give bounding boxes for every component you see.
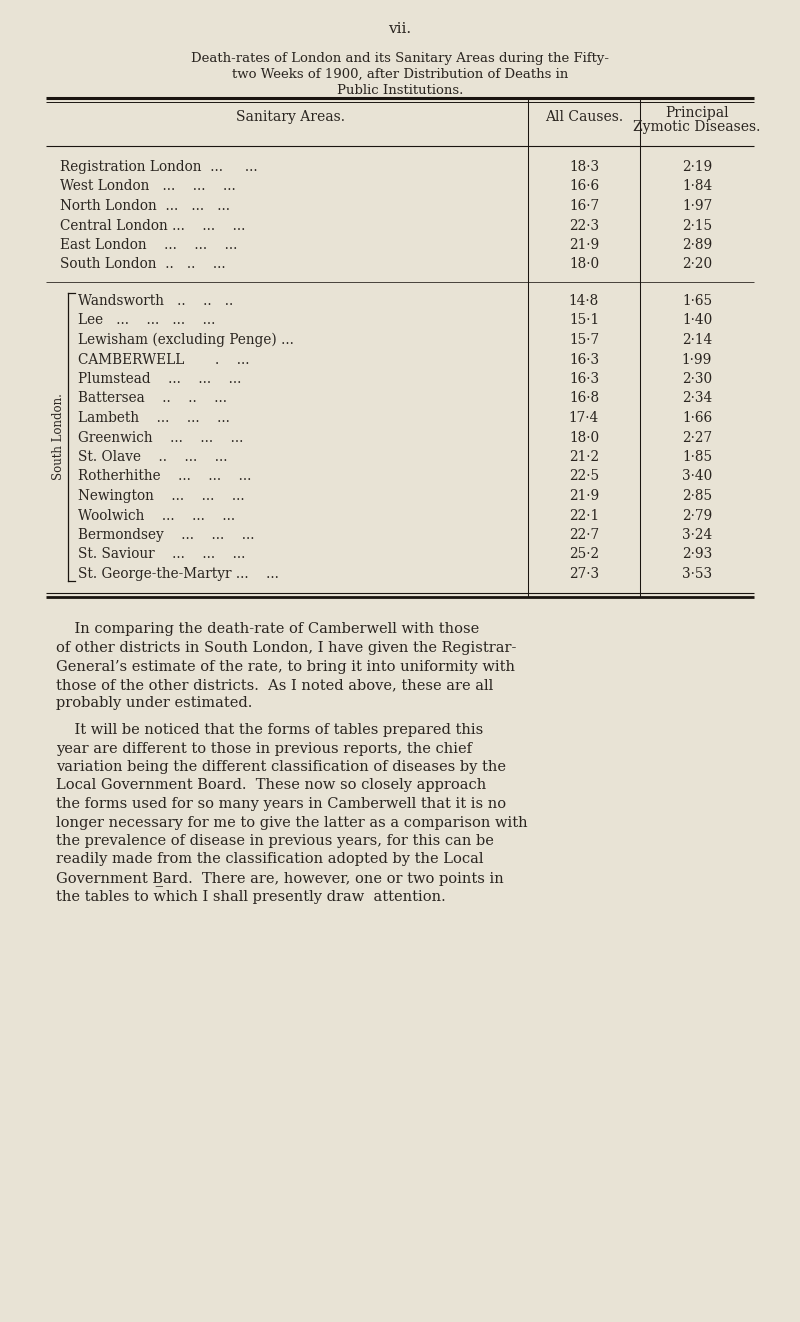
Text: East London    ...    ...    ...: East London ... ... ...	[60, 238, 238, 253]
Text: the prevalence of disease in previous years, for this can be: the prevalence of disease in previous ye…	[56, 834, 494, 847]
Text: Lewisham (excluding Penge) ...: Lewisham (excluding Penge) ...	[78, 333, 294, 348]
Text: 3·40: 3·40	[682, 469, 712, 484]
Text: 3·53: 3·53	[682, 567, 712, 580]
Text: St. Saviour    ...    ...    ...: St. Saviour ... ... ...	[78, 547, 246, 562]
Text: North London  ...   ...   ...: North London ... ... ...	[60, 200, 230, 213]
Text: those of the other districts.  As I noted above, these are all: those of the other districts. As I noted…	[56, 678, 494, 691]
Text: two Weeks of 1900, after Distribution of Deaths in: two Weeks of 1900, after Distribution of…	[232, 67, 568, 81]
Text: Plumstead    ...    ...    ...: Plumstead ... ... ...	[78, 371, 242, 386]
Text: 2·15: 2·15	[682, 218, 712, 233]
Text: 1·99: 1·99	[682, 353, 712, 366]
Text: Zymotic Diseases.: Zymotic Diseases.	[634, 120, 761, 134]
Text: 3·24: 3·24	[682, 527, 712, 542]
Text: 15·7: 15·7	[569, 333, 599, 346]
Text: Newington    ...    ...    ...: Newington ... ... ...	[78, 489, 245, 502]
Text: 1·85: 1·85	[682, 449, 712, 464]
Text: Local Government Board.  These now so closely approach: Local Government Board. These now so clo…	[56, 779, 486, 792]
Text: the tables to which I shall presently draw  attention.: the tables to which I shall presently dr…	[56, 890, 446, 903]
Text: of other districts in South London, I have given the Registrar-: of other districts in South London, I ha…	[56, 641, 516, 654]
Text: 14·8: 14·8	[569, 293, 599, 308]
Text: Bermondsey    ...    ...    ...: Bermondsey ... ... ...	[78, 527, 254, 542]
Text: 2·14: 2·14	[682, 333, 712, 346]
Text: variation being the different classification of diseases by the: variation being the different classifica…	[56, 760, 506, 773]
Text: 15·1: 15·1	[569, 313, 599, 328]
Text: 2·27: 2·27	[682, 431, 712, 444]
Text: All Causes.: All Causes.	[545, 110, 623, 124]
Text: Government B̲ard.  There are, however, one or two points in: Government B̲ard. There are, however, on…	[56, 871, 504, 886]
Text: 2·85: 2·85	[682, 489, 712, 502]
Text: Lee   ...    ...   ...    ...: Lee ... ... ... ...	[78, 313, 215, 328]
Text: probably under estimated.: probably under estimated.	[56, 697, 252, 710]
Text: 2·20: 2·20	[682, 258, 712, 271]
Text: 22·5: 22·5	[569, 469, 599, 484]
Text: 16·3: 16·3	[569, 371, 599, 386]
Text: 2·19: 2·19	[682, 160, 712, 175]
Text: 1·66: 1·66	[682, 411, 712, 424]
Text: Woolwich    ...    ...    ...: Woolwich ... ... ...	[78, 509, 235, 522]
Text: Greenwich    ...    ...    ...: Greenwich ... ... ...	[78, 431, 243, 444]
Text: General’s estimate of the rate, to bring it into uniformity with: General’s estimate of the rate, to bring…	[56, 660, 515, 673]
Text: 17·4: 17·4	[569, 411, 599, 424]
Text: 2·93: 2·93	[682, 547, 712, 562]
Text: 21·9: 21·9	[569, 489, 599, 502]
Text: 1·97: 1·97	[682, 200, 712, 213]
Text: 18·0: 18·0	[569, 258, 599, 271]
Text: 18·0: 18·0	[569, 431, 599, 444]
Text: Rotherhithe    ...    ...    ...: Rotherhithe ... ... ...	[78, 469, 251, 484]
Text: 22·1: 22·1	[569, 509, 599, 522]
Text: 21·9: 21·9	[569, 238, 599, 253]
Text: 16·6: 16·6	[569, 180, 599, 193]
Text: 2·79: 2·79	[682, 509, 712, 522]
Text: South London  ..   ..    ...: South London .. .. ...	[60, 258, 226, 271]
Text: 1·40: 1·40	[682, 313, 712, 328]
Text: 2·34: 2·34	[682, 391, 712, 406]
Text: 16·8: 16·8	[569, 391, 599, 406]
Text: Central London ...    ...    ...: Central London ... ... ...	[60, 218, 246, 233]
Text: Principal: Principal	[665, 106, 729, 120]
Text: It will be noticed that the forms of tables prepared this: It will be noticed that the forms of tab…	[56, 723, 483, 736]
Text: 1·65: 1·65	[682, 293, 712, 308]
Text: 18·3: 18·3	[569, 160, 599, 175]
Text: readily made from the classification adopted by the Local: readily made from the classification ado…	[56, 853, 483, 866]
Text: St. George-the-Martyr ...    ...: St. George-the-Martyr ... ...	[78, 567, 279, 580]
Text: St. Olave    ..    ...    ...: St. Olave .. ... ...	[78, 449, 227, 464]
Text: 2·89: 2·89	[682, 238, 712, 253]
Text: 27·3: 27·3	[569, 567, 599, 580]
Text: In comparing the death-rate of Camberwell with those: In comparing the death-rate of Camberwel…	[56, 623, 479, 636]
Text: 21·2: 21·2	[569, 449, 599, 464]
Text: West London   ...    ...    ...: West London ... ... ...	[60, 180, 236, 193]
Text: 1·84: 1·84	[682, 180, 712, 193]
Text: 22·7: 22·7	[569, 527, 599, 542]
Text: year are different to those in previous reports, the chief: year are different to those in previous …	[56, 742, 472, 755]
Text: 22·3: 22·3	[569, 218, 599, 233]
Text: Registration London  ...     ...: Registration London ... ...	[60, 160, 258, 175]
Text: Death-rates of London and its Sanitary Areas during the Fifty-: Death-rates of London and its Sanitary A…	[191, 52, 609, 65]
Text: 16·7: 16·7	[569, 200, 599, 213]
Text: Wandsworth   ..    ..   ..: Wandsworth .. .. ..	[78, 293, 234, 308]
Text: Sanitary Areas.: Sanitary Areas.	[235, 110, 345, 124]
Text: Public Institutions.: Public Institutions.	[337, 85, 463, 97]
Text: 25·2: 25·2	[569, 547, 599, 562]
Text: 16·3: 16·3	[569, 353, 599, 366]
Text: South London.: South London.	[51, 394, 65, 480]
Text: CAMBERWELL       .    ...: CAMBERWELL . ...	[78, 353, 250, 366]
Text: longer necessary for me to give the latter as a comparison with: longer necessary for me to give the latt…	[56, 816, 528, 829]
Text: 2·30: 2·30	[682, 371, 712, 386]
Text: Battersea    ..    ..    ...: Battersea .. .. ...	[78, 391, 227, 406]
Text: the forms used for so many years in Camberwell that it is no: the forms used for so many years in Camb…	[56, 797, 506, 810]
Text: vii.: vii.	[389, 22, 411, 36]
Text: Lambeth    ...    ...    ...: Lambeth ... ... ...	[78, 411, 230, 424]
